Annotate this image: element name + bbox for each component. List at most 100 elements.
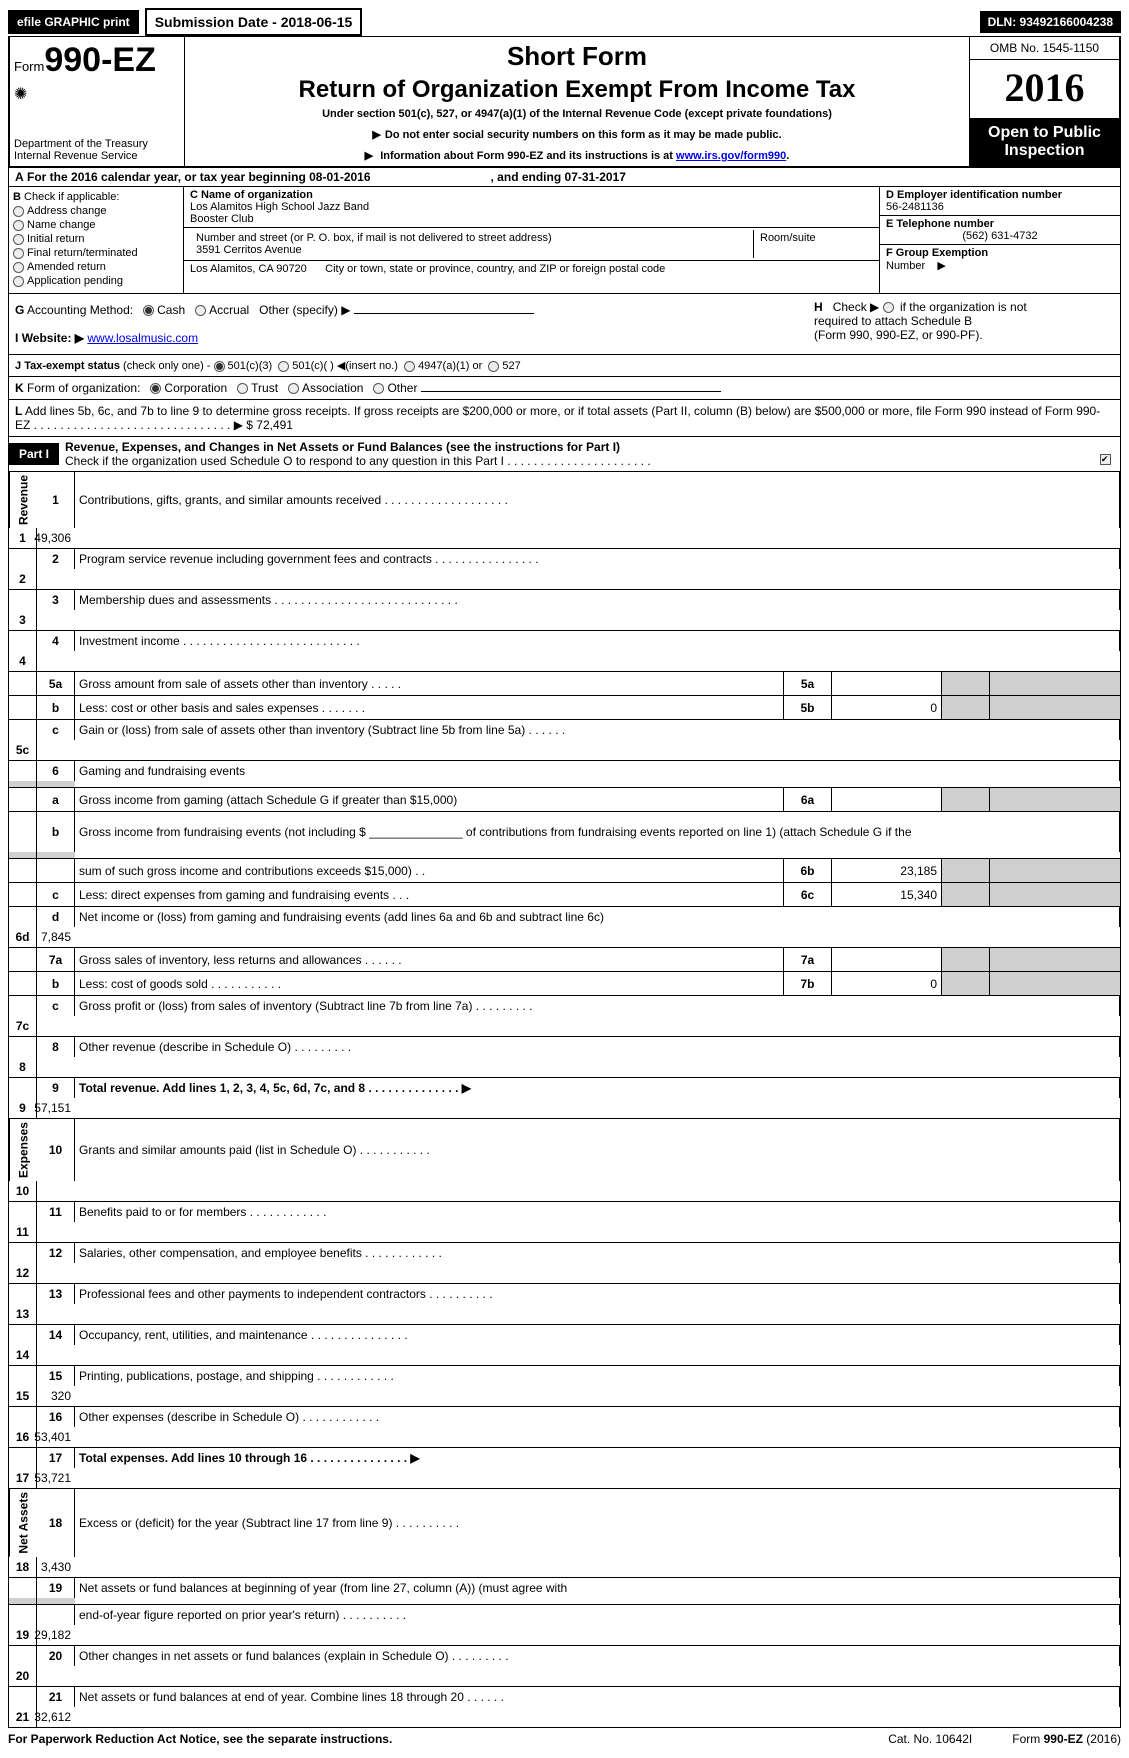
irs-link[interactable]: www.irs.gov/form990 — [676, 150, 786, 162]
other-radio[interactable] — [373, 383, 384, 394]
amount-value — [37, 1304, 75, 1324]
amount-value — [37, 651, 75, 671]
catalog-number: Cat. No. 10642I — [888, 1732, 972, 1746]
boxes-def: D Employer identification number 56-2481… — [880, 187, 1120, 293]
address-change-radio[interactable] — [13, 206, 24, 217]
table-row: sum of such gross income and contributio… — [9, 859, 1120, 883]
section-side-label: Expenses — [9, 1119, 37, 1181]
line-number: c — [37, 720, 75, 740]
under-section-text: Under section 501(c), 527, or 4947(a)(1)… — [193, 108, 961, 120]
mid-line-number: 7a — [784, 948, 832, 971]
line-h-2: required to attach Schedule B — [814, 314, 972, 328]
side-spacer — [9, 948, 37, 971]
website-link[interactable]: www.losalmusic.com — [87, 331, 198, 345]
right-line-number: 15 — [9, 1386, 37, 1406]
right-line-number — [942, 696, 990, 719]
street-address: 3591 Cerritos Avenue — [196, 244, 302, 256]
label-e: E Telephone number — [886, 218, 994, 230]
initial-return-radio[interactable] — [13, 234, 24, 245]
line-number: d — [37, 907, 75, 927]
page-footer: For Paperwork Reduction Act Notice, see … — [8, 1728, 1121, 1750]
line-description: Net assets or fund balances at end of ye… — [75, 1687, 1120, 1707]
arrow-icon: ▶ — [937, 260, 945, 272]
table-row: 16Other expenses (describe in Schedule O… — [9, 1407, 1120, 1448]
amount-value — [990, 948, 1120, 971]
application-pending-radio[interactable] — [13, 276, 24, 287]
line-h-radio[interactable] — [883, 302, 894, 313]
amount-value — [37, 1598, 75, 1604]
side-spacer — [9, 788, 37, 811]
table-row: 17Total expenses. Add lines 10 through 1… — [9, 1448, 1120, 1489]
501c3-radio[interactable] — [214, 361, 225, 372]
schedule-o-checkbox[interactable] — [1100, 454, 1111, 465]
name-change-radio[interactable] — [13, 220, 24, 231]
line-description: Salaries, other compensation, and employ… — [75, 1243, 1120, 1263]
association-radio[interactable] — [288, 383, 299, 394]
line-number: 12 — [37, 1243, 75, 1263]
amount-value — [990, 883, 1120, 906]
check-only-one: (check only one) - — [123, 360, 210, 372]
side-spacer — [9, 590, 37, 610]
telephone-value: (562) 631-4732 — [886, 230, 1114, 242]
submission-date: Submission Date - 2018-06-15 — [145, 8, 363, 36]
line-a: A For the 2016 calendar year, or tax yea… — [8, 168, 1121, 187]
527-radio[interactable] — [488, 361, 499, 372]
line-description: Professional fees and other payments to … — [75, 1284, 1120, 1304]
line-description: Less: cost of goods sold . . . . . . . .… — [75, 972, 784, 995]
section-side-label: Net Assets — [9, 1489, 37, 1557]
line-description: Other expenses (describe in Schedule O) … — [75, 1407, 1120, 1427]
line-description: Printing, publications, postage, and shi… — [75, 1366, 1120, 1386]
table-row: 11Benefits paid to or for members . . . … — [9, 1202, 1120, 1243]
line-description: Excess or (deficit) for the year (Subtra… — [75, 1489, 1120, 1557]
treasury-seal-icon: ✺ — [14, 84, 180, 104]
right-line-number — [9, 1598, 37, 1604]
line-description: Gross income from fundraising events (no… — [75, 812, 1120, 852]
section-bcdef: B Check if applicable: Address change Na… — [8, 187, 1121, 294]
side-spacer — [9, 907, 37, 927]
amount-value: 29,182 — [37, 1625, 75, 1645]
mid-value: 23,185 — [832, 859, 942, 882]
right-line-number: 12 — [9, 1263, 37, 1283]
right-line-number — [942, 972, 990, 995]
part-1-label: Part I — [9, 443, 59, 465]
amount-value — [990, 972, 1120, 995]
line-j: J Tax-exempt status (check only one) - 5… — [8, 355, 1121, 377]
right-line-number — [942, 948, 990, 971]
label-f-number: Number — [886, 260, 925, 272]
mid-line-number: 5a — [784, 672, 832, 695]
corporation-radio[interactable] — [150, 383, 161, 394]
right-line-number: 2 — [9, 569, 37, 589]
line-number: 8 — [37, 1037, 75, 1057]
line-number: 9 — [37, 1078, 75, 1098]
right-line-number: 6d — [9, 927, 37, 947]
efile-print-button[interactable]: efile GRAPHIC print — [8, 10, 139, 34]
accrual-radio[interactable] — [195, 305, 206, 316]
amount-value — [37, 740, 75, 760]
other-org-input[interactable] — [421, 391, 721, 392]
right-line-number: 11 — [9, 1222, 37, 1242]
amount-value — [37, 1181, 75, 1201]
line-number: 18 — [37, 1489, 75, 1557]
side-spacer — [9, 1284, 37, 1304]
table-row: cGross profit or (loss) from sales of in… — [9, 996, 1120, 1037]
table-row: cGain or (loss) from sale of assets othe… — [9, 720, 1120, 761]
4947-radio[interactable] — [404, 361, 415, 372]
line-description: end-of-year figure reported on prior yea… — [75, 1605, 1120, 1625]
amount-value — [37, 781, 75, 787]
trust-radio[interactable] — [237, 383, 248, 394]
amended-return-radio[interactable] — [13, 262, 24, 273]
501c-radio[interactable] — [278, 361, 289, 372]
line-description: Occupancy, rent, utilities, and maintena… — [75, 1325, 1120, 1345]
other-specify-input[interactable] — [354, 313, 534, 314]
line-number: 4 — [37, 631, 75, 651]
cash-radio[interactable] — [143, 305, 154, 316]
side-spacer — [9, 883, 37, 906]
line-description: Net income or (loss) from gaming and fun… — [75, 907, 1120, 927]
mid-line-number: 6b — [784, 859, 832, 882]
table-row: 7aGross sales of inventory, less returns… — [9, 948, 1120, 972]
amount-value: 53,721 — [37, 1468, 75, 1488]
table-row: 8Other revenue (describe in Schedule O) … — [9, 1037, 1120, 1078]
final-return-radio[interactable] — [13, 248, 24, 259]
line-number: b — [37, 972, 75, 995]
side-spacer — [9, 1687, 37, 1707]
